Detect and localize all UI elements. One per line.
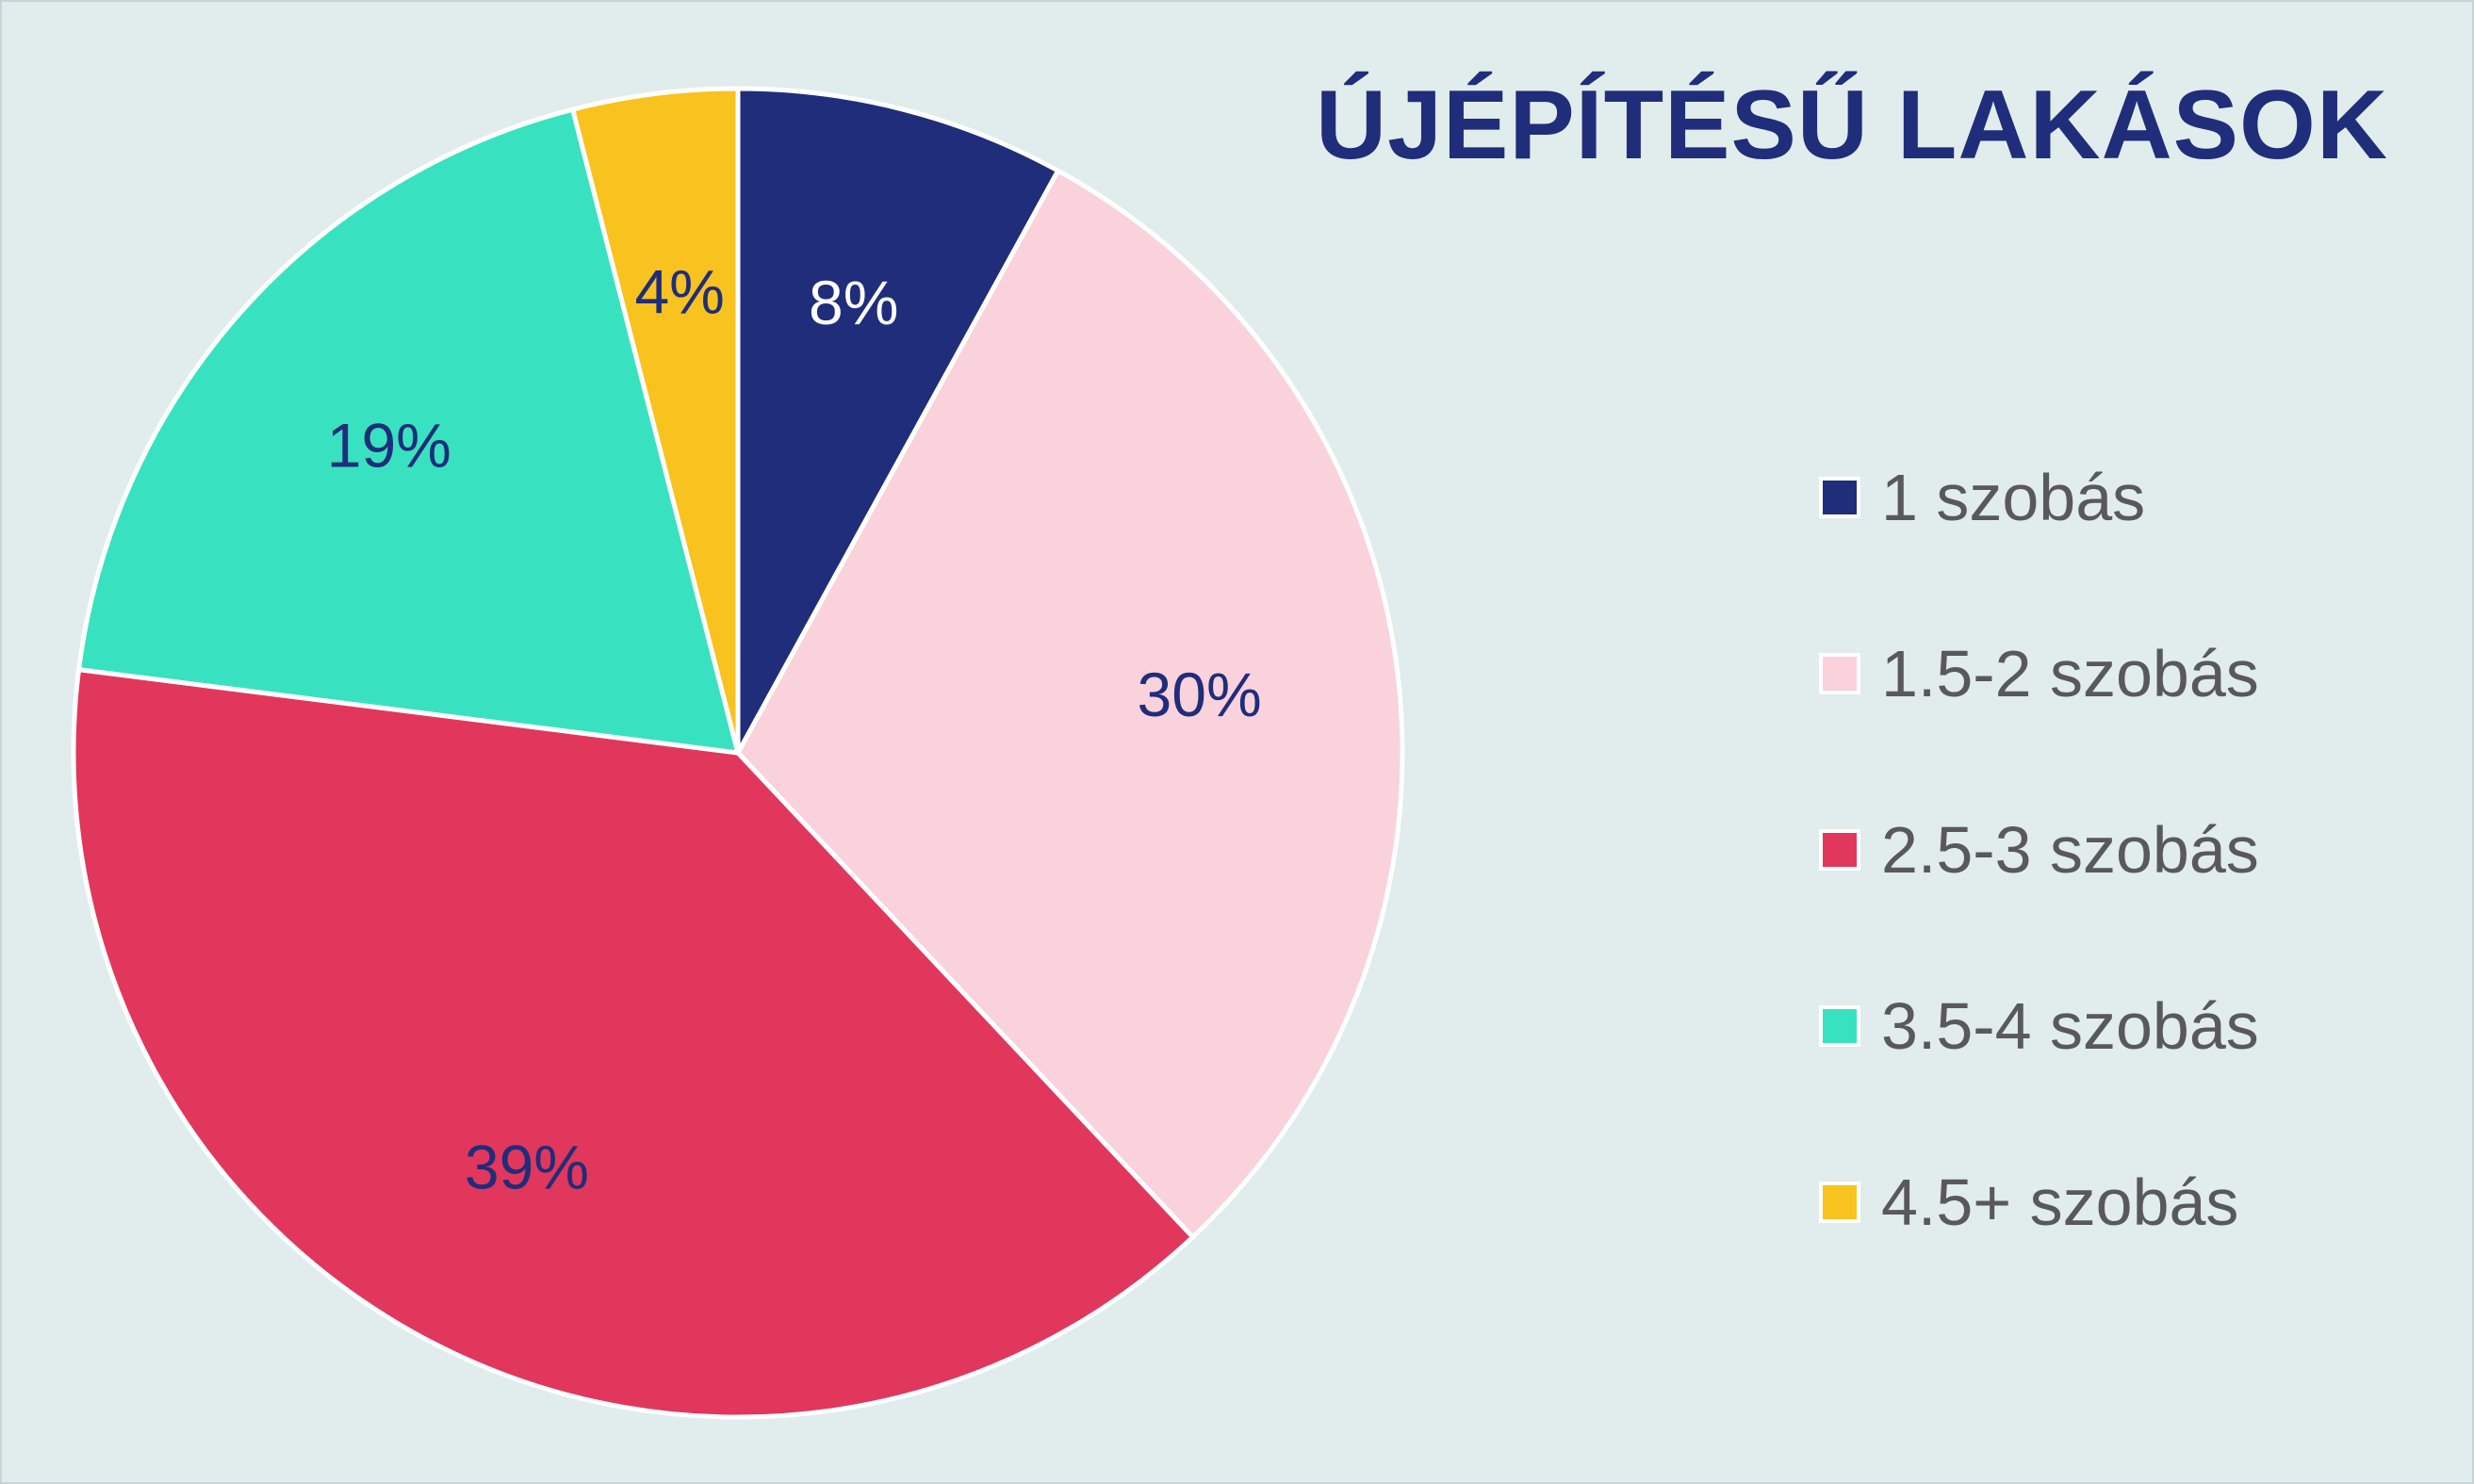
legend-label: 1.5-2 szobás	[1881, 636, 2259, 710]
legend-item: 1.5-2 szobás	[1819, 585, 2259, 761]
slice-data-label: 8%	[809, 268, 898, 337]
chart-title: ÚJÉPÍTÉSŰ LAKÁSOK	[1316, 71, 2389, 180]
pie-slice	[570, 86, 741, 756]
legend-swatch	[1819, 1181, 1860, 1223]
legend-swatch	[1819, 652, 1860, 694]
legend-label: 3.5-4 szobás	[1881, 988, 2259, 1063]
pie-slice	[735, 86, 1061, 756]
legend-label: 2.5-3 szobás	[1881, 812, 2259, 887]
legend-item: 1 szobás	[1819, 409, 2145, 585]
legend-item: 3.5-4 szobás	[1819, 938, 2259, 1114]
slice-data-label: 30%	[1138, 660, 1262, 729]
slice-data-label: 4%	[634, 256, 724, 326]
pie-slice	[71, 667, 1196, 1420]
legend-swatch	[1819, 828, 1860, 871]
legend-label: 1 szobás	[1881, 460, 2146, 534]
pie-slice	[76, 106, 741, 756]
legend-item: 4.5+ szobás	[1819, 1114, 2238, 1290]
legend-swatch	[1819, 1004, 1860, 1047]
pie-slice	[735, 168, 1405, 1240]
slice-data-label: 39%	[465, 1133, 589, 1202]
legend-item: 2.5-3 szobás	[1819, 761, 2259, 938]
legend-label: 4.5+ szobás	[1881, 1165, 2239, 1239]
legend-swatch	[1819, 476, 1860, 518]
slice-data-label: 19%	[327, 411, 451, 481]
